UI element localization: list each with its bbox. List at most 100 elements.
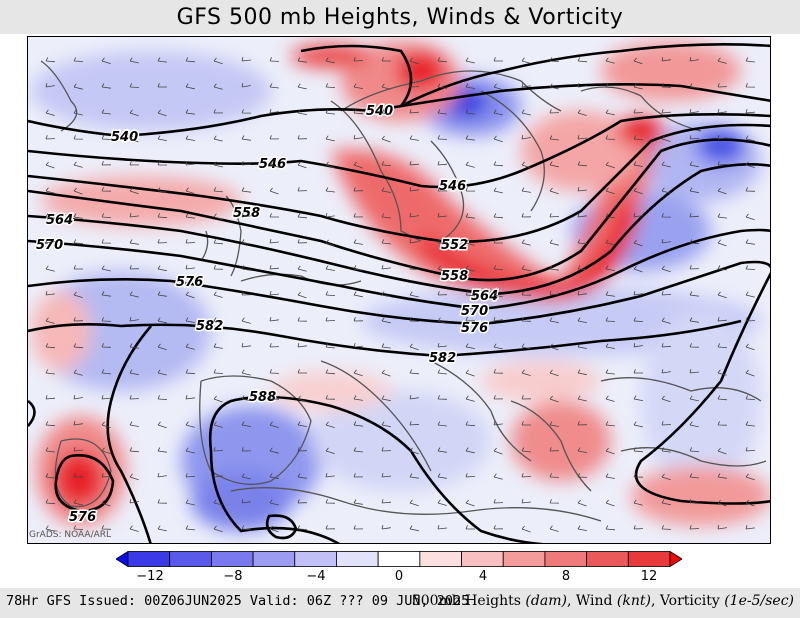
wind-barb <box>381 109 391 115</box>
wind-barb <box>353 421 363 427</box>
wind-barb <box>549 187 559 195</box>
wind-barb <box>381 213 391 219</box>
wind-barb <box>465 83 475 89</box>
wind-barb <box>437 213 447 218</box>
wind-barb <box>269 473 279 480</box>
wind-barb <box>157 317 167 324</box>
wind-barb <box>409 161 420 166</box>
wind-barb <box>241 265 251 271</box>
wind-barb <box>45 369 55 375</box>
wind-barb <box>493 57 503 62</box>
wind-barb <box>521 369 531 376</box>
wind-barb <box>297 57 307 63</box>
wind-barb <box>241 161 252 166</box>
wind-barb <box>689 187 699 194</box>
wind-barb <box>241 213 251 218</box>
wind-barb <box>157 395 168 400</box>
wind-barb <box>157 343 167 351</box>
wind-barb <box>605 109 615 116</box>
wind-barb <box>129 421 139 427</box>
colorbar-segment <box>336 551 379 567</box>
contour-label: 540 <box>366 104 393 119</box>
wind-barb <box>73 213 83 219</box>
wind-barb <box>101 265 111 272</box>
contour-540-north <box>300 43 770 108</box>
wind-barb <box>745 499 755 507</box>
wind-barb <box>213 83 223 90</box>
wind-barb <box>437 83 447 89</box>
contour-label: 546 <box>259 157 286 172</box>
wind-barb <box>129 473 139 481</box>
wind-barb <box>101 421 111 429</box>
contour-left-edge <box>28 399 36 427</box>
colorbar-segment <box>669 551 682 567</box>
wind-barb <box>73 421 83 426</box>
wind-barb <box>437 473 447 479</box>
wind-barb <box>101 473 112 478</box>
wind-barb <box>549 317 559 323</box>
wind-barb <box>353 57 364 62</box>
wind-barb <box>45 213 55 219</box>
wind-barb <box>549 499 560 504</box>
contour-label: 570 <box>36 238 63 253</box>
wind-barb <box>325 109 335 115</box>
wind-barb <box>381 239 392 245</box>
wind-barb <box>129 343 139 349</box>
wind-barb <box>297 473 307 479</box>
wind-barb <box>73 291 83 298</box>
wind-barb <box>185 239 196 244</box>
wind-barb <box>661 395 671 403</box>
wind-barb <box>213 447 224 452</box>
wind-barb <box>577 239 588 245</box>
wind-barb <box>101 135 112 140</box>
wind-barb <box>549 135 559 141</box>
wind-barb <box>297 109 307 115</box>
wind-barb <box>381 57 391 62</box>
wind-barb <box>381 317 391 324</box>
wind-barb <box>241 317 251 324</box>
wind-barb <box>745 108 756 114</box>
colorbar-segment <box>116 551 129 567</box>
contour-label: 558 <box>441 269 468 284</box>
wind-barb <box>493 447 503 455</box>
wind-barb <box>129 447 140 453</box>
wind-barb <box>745 447 756 452</box>
wind-barb <box>157 265 167 272</box>
wind-barb <box>381 395 391 402</box>
wind-barb <box>661 499 671 506</box>
wind-barb <box>381 83 391 90</box>
wind-barb <box>717 343 728 348</box>
wind-barb <box>437 57 448 63</box>
wind-barb <box>577 83 587 88</box>
wind-barb <box>605 317 616 322</box>
wind-barb <box>297 395 307 403</box>
wind-barb <box>101 317 112 322</box>
colorbar-segment <box>169 551 212 567</box>
wind-barb <box>437 343 447 348</box>
colorbar-tick-label: 0 <box>394 569 404 584</box>
wind-barb <box>717 161 728 166</box>
wind-barb <box>353 369 363 377</box>
wind-barb <box>605 135 616 140</box>
wind-barb <box>129 291 139 298</box>
wind-barb <box>577 57 588 63</box>
wind-barb <box>325 421 335 428</box>
wind-barb <box>45 57 56 63</box>
wind-barb <box>381 187 391 193</box>
wind-barb <box>689 421 699 428</box>
wind-barb <box>689 109 699 114</box>
wind-barb <box>297 317 308 322</box>
wind-barb <box>297 499 308 504</box>
wind-barb <box>185 187 195 194</box>
wind-barb <box>129 161 140 166</box>
wind-barb <box>325 499 336 504</box>
contour-label: 552 <box>441 238 468 253</box>
wind-barb <box>437 161 448 166</box>
wind-barb <box>437 109 447 115</box>
wind-barb <box>661 57 671 62</box>
wind-barb <box>101 83 111 89</box>
wind-barb <box>633 239 643 247</box>
wind-barb <box>577 317 587 323</box>
wind-barb <box>717 291 727 299</box>
wind-barb <box>297 213 308 219</box>
